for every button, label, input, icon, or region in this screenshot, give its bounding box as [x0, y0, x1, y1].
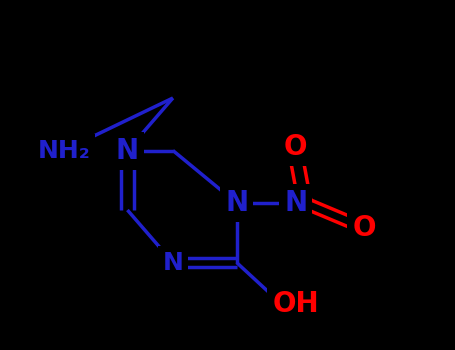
Text: O: O [284, 133, 308, 161]
Text: O: O [352, 214, 376, 242]
Text: OH: OH [273, 290, 319, 318]
Text: N: N [162, 251, 183, 274]
Text: N: N [225, 189, 248, 217]
Text: N: N [116, 136, 139, 164]
Text: N: N [284, 189, 307, 217]
Text: NH₂: NH₂ [37, 139, 90, 162]
